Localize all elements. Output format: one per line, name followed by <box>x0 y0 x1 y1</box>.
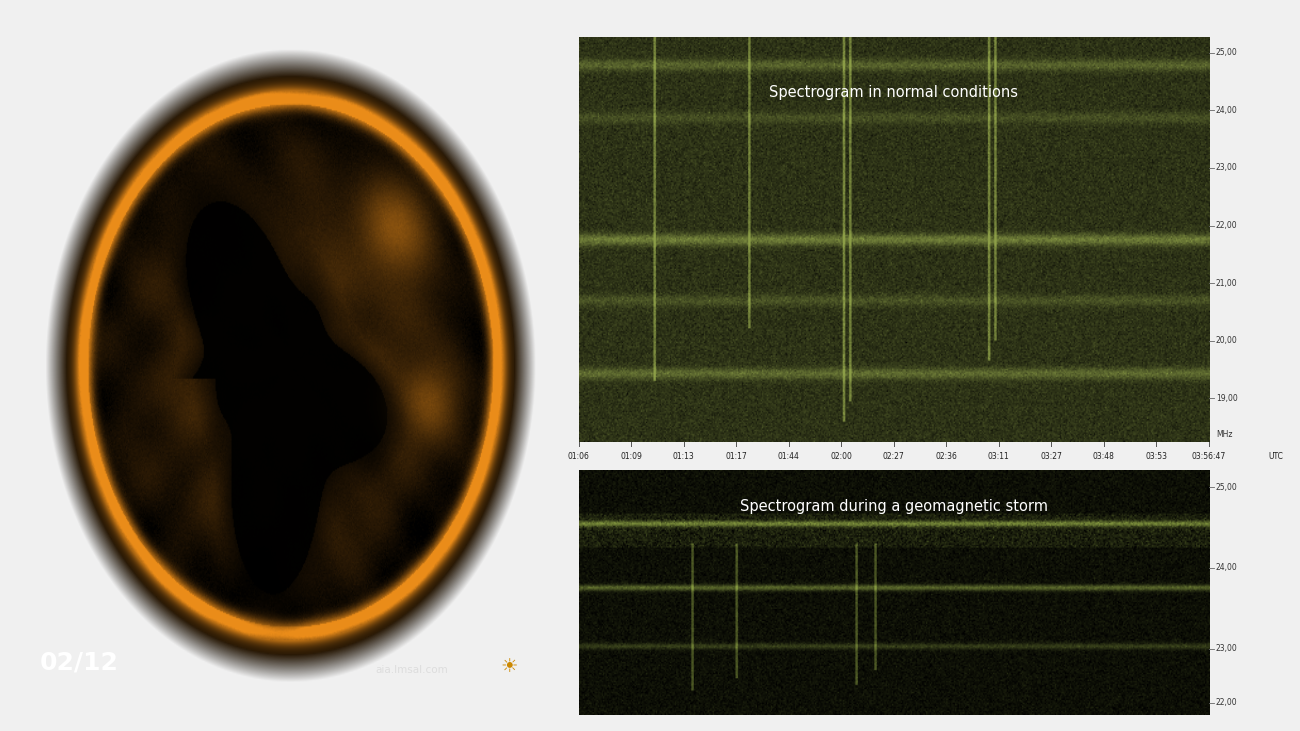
Text: 01:44: 01:44 <box>777 452 800 461</box>
Text: 01:09: 01:09 <box>620 452 642 461</box>
Text: 24,00: 24,00 <box>1216 106 1238 115</box>
Text: 01:17: 01:17 <box>725 452 748 461</box>
Text: 02:36: 02:36 <box>936 452 957 461</box>
Text: 02:27: 02:27 <box>883 452 905 461</box>
Text: 01:06: 01:06 <box>568 452 589 461</box>
Text: 22,00: 22,00 <box>1216 698 1238 707</box>
Text: 23,00: 23,00 <box>1216 164 1238 173</box>
Text: 02/12: 02/12 <box>40 651 118 675</box>
Text: 21,00: 21,00 <box>1216 279 1238 288</box>
Text: 03:56:47: 03:56:47 <box>1192 452 1226 461</box>
Text: 03:53: 03:53 <box>1145 452 1167 461</box>
Text: 19,00: 19,00 <box>1216 394 1238 403</box>
Text: Spectrogram in normal conditions: Spectrogram in normal conditions <box>770 86 1018 100</box>
Text: 03:48: 03:48 <box>1093 452 1115 461</box>
Text: 22,00: 22,00 <box>1216 221 1238 230</box>
Text: 20,00: 20,00 <box>1216 336 1238 345</box>
Text: aia.lmsal.com: aia.lmsal.com <box>376 664 448 675</box>
Text: 03:27: 03:27 <box>1040 452 1062 461</box>
Text: MHz: MHz <box>1216 430 1232 439</box>
Text: Spectrogram during a geomagnetic storm: Spectrogram during a geomagnetic storm <box>740 499 1048 515</box>
Text: UTC: UTC <box>1269 452 1283 461</box>
Text: 01:13: 01:13 <box>672 452 694 461</box>
Text: ☀: ☀ <box>500 657 517 676</box>
Text: 25,00: 25,00 <box>1216 48 1238 57</box>
Text: 23,00: 23,00 <box>1216 644 1238 654</box>
Text: 25,00: 25,00 <box>1216 482 1238 492</box>
Text: 24,00: 24,00 <box>1216 564 1238 572</box>
Text: 03:11: 03:11 <box>988 452 1010 461</box>
Text: 02:00: 02:00 <box>831 452 852 461</box>
